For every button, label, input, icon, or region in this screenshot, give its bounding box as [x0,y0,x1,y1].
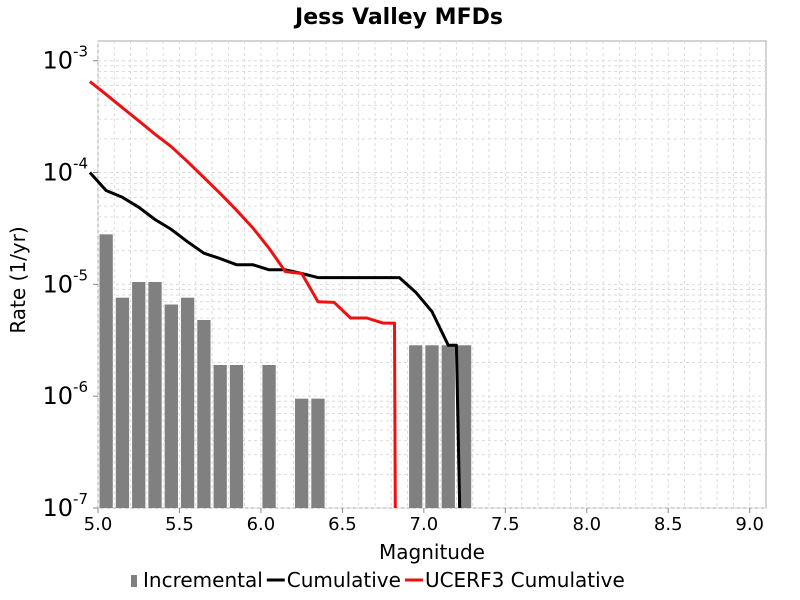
y-axis-ticks: 10-7 10-6 10-5 10-4 10-3 [42,43,98,522]
incremental-bar [441,345,455,508]
legend: Incremental Cumulative UCERF3 Cumulative [131,568,625,592]
x-tick-label: 6.5 [328,514,357,535]
x-axis-label: Magnitude [379,540,485,564]
x-tick-label: 7.5 [491,514,520,535]
incremental-bar [148,281,162,508]
y-axis-label: Rate (1/yr) [6,226,30,333]
ucerf3-cumulative-line [88,80,397,509]
x-tick-label: 8.5 [654,514,683,535]
legend-bar-swatch [131,575,137,587]
incremental-bar [262,365,276,508]
legend-label: Incremental [143,568,263,592]
incremental-bar [164,304,178,508]
incremental-bar [311,398,325,508]
incremental-bar [229,365,244,508]
x-tick-label: 9.0 [735,514,764,535]
incremental-bar [197,319,211,508]
incremental-bar [99,234,113,508]
chart-title: Jess Valley MFDs [293,5,503,30]
y-tick-label: 10-6 [42,378,88,410]
cumulative-lines [88,80,462,509]
incremental-bar [425,345,439,508]
incremental-bar [115,297,130,508]
y-tick-label: 10-5 [42,266,88,298]
legend-label: UCERF3 Cumulative [425,568,625,592]
incremental-bar [295,398,309,508]
incremental-bar [213,365,227,508]
x-tick-label: 5.0 [84,514,113,535]
incremental-bar [409,345,423,508]
y-tick-label: 10-4 [42,155,88,187]
incremental-bars [99,234,472,508]
incremental-bar [457,345,472,508]
x-axis-ticks: 5.0 5.5 6.0 6.5 7.0 7.5 8.0 8.5 9.0 [84,508,764,535]
x-tick-label: 8.0 [572,514,601,535]
x-tick-label: 7.0 [410,514,439,535]
legend-label: Cumulative [287,568,401,592]
x-tick-label: 5.5 [165,514,194,535]
y-tick-label: 10-7 [42,490,88,522]
incremental-bar [132,281,146,508]
y-tick-label: 10-3 [42,43,88,75]
incremental-bar [180,297,195,508]
x-tick-label: 6.0 [247,514,276,535]
